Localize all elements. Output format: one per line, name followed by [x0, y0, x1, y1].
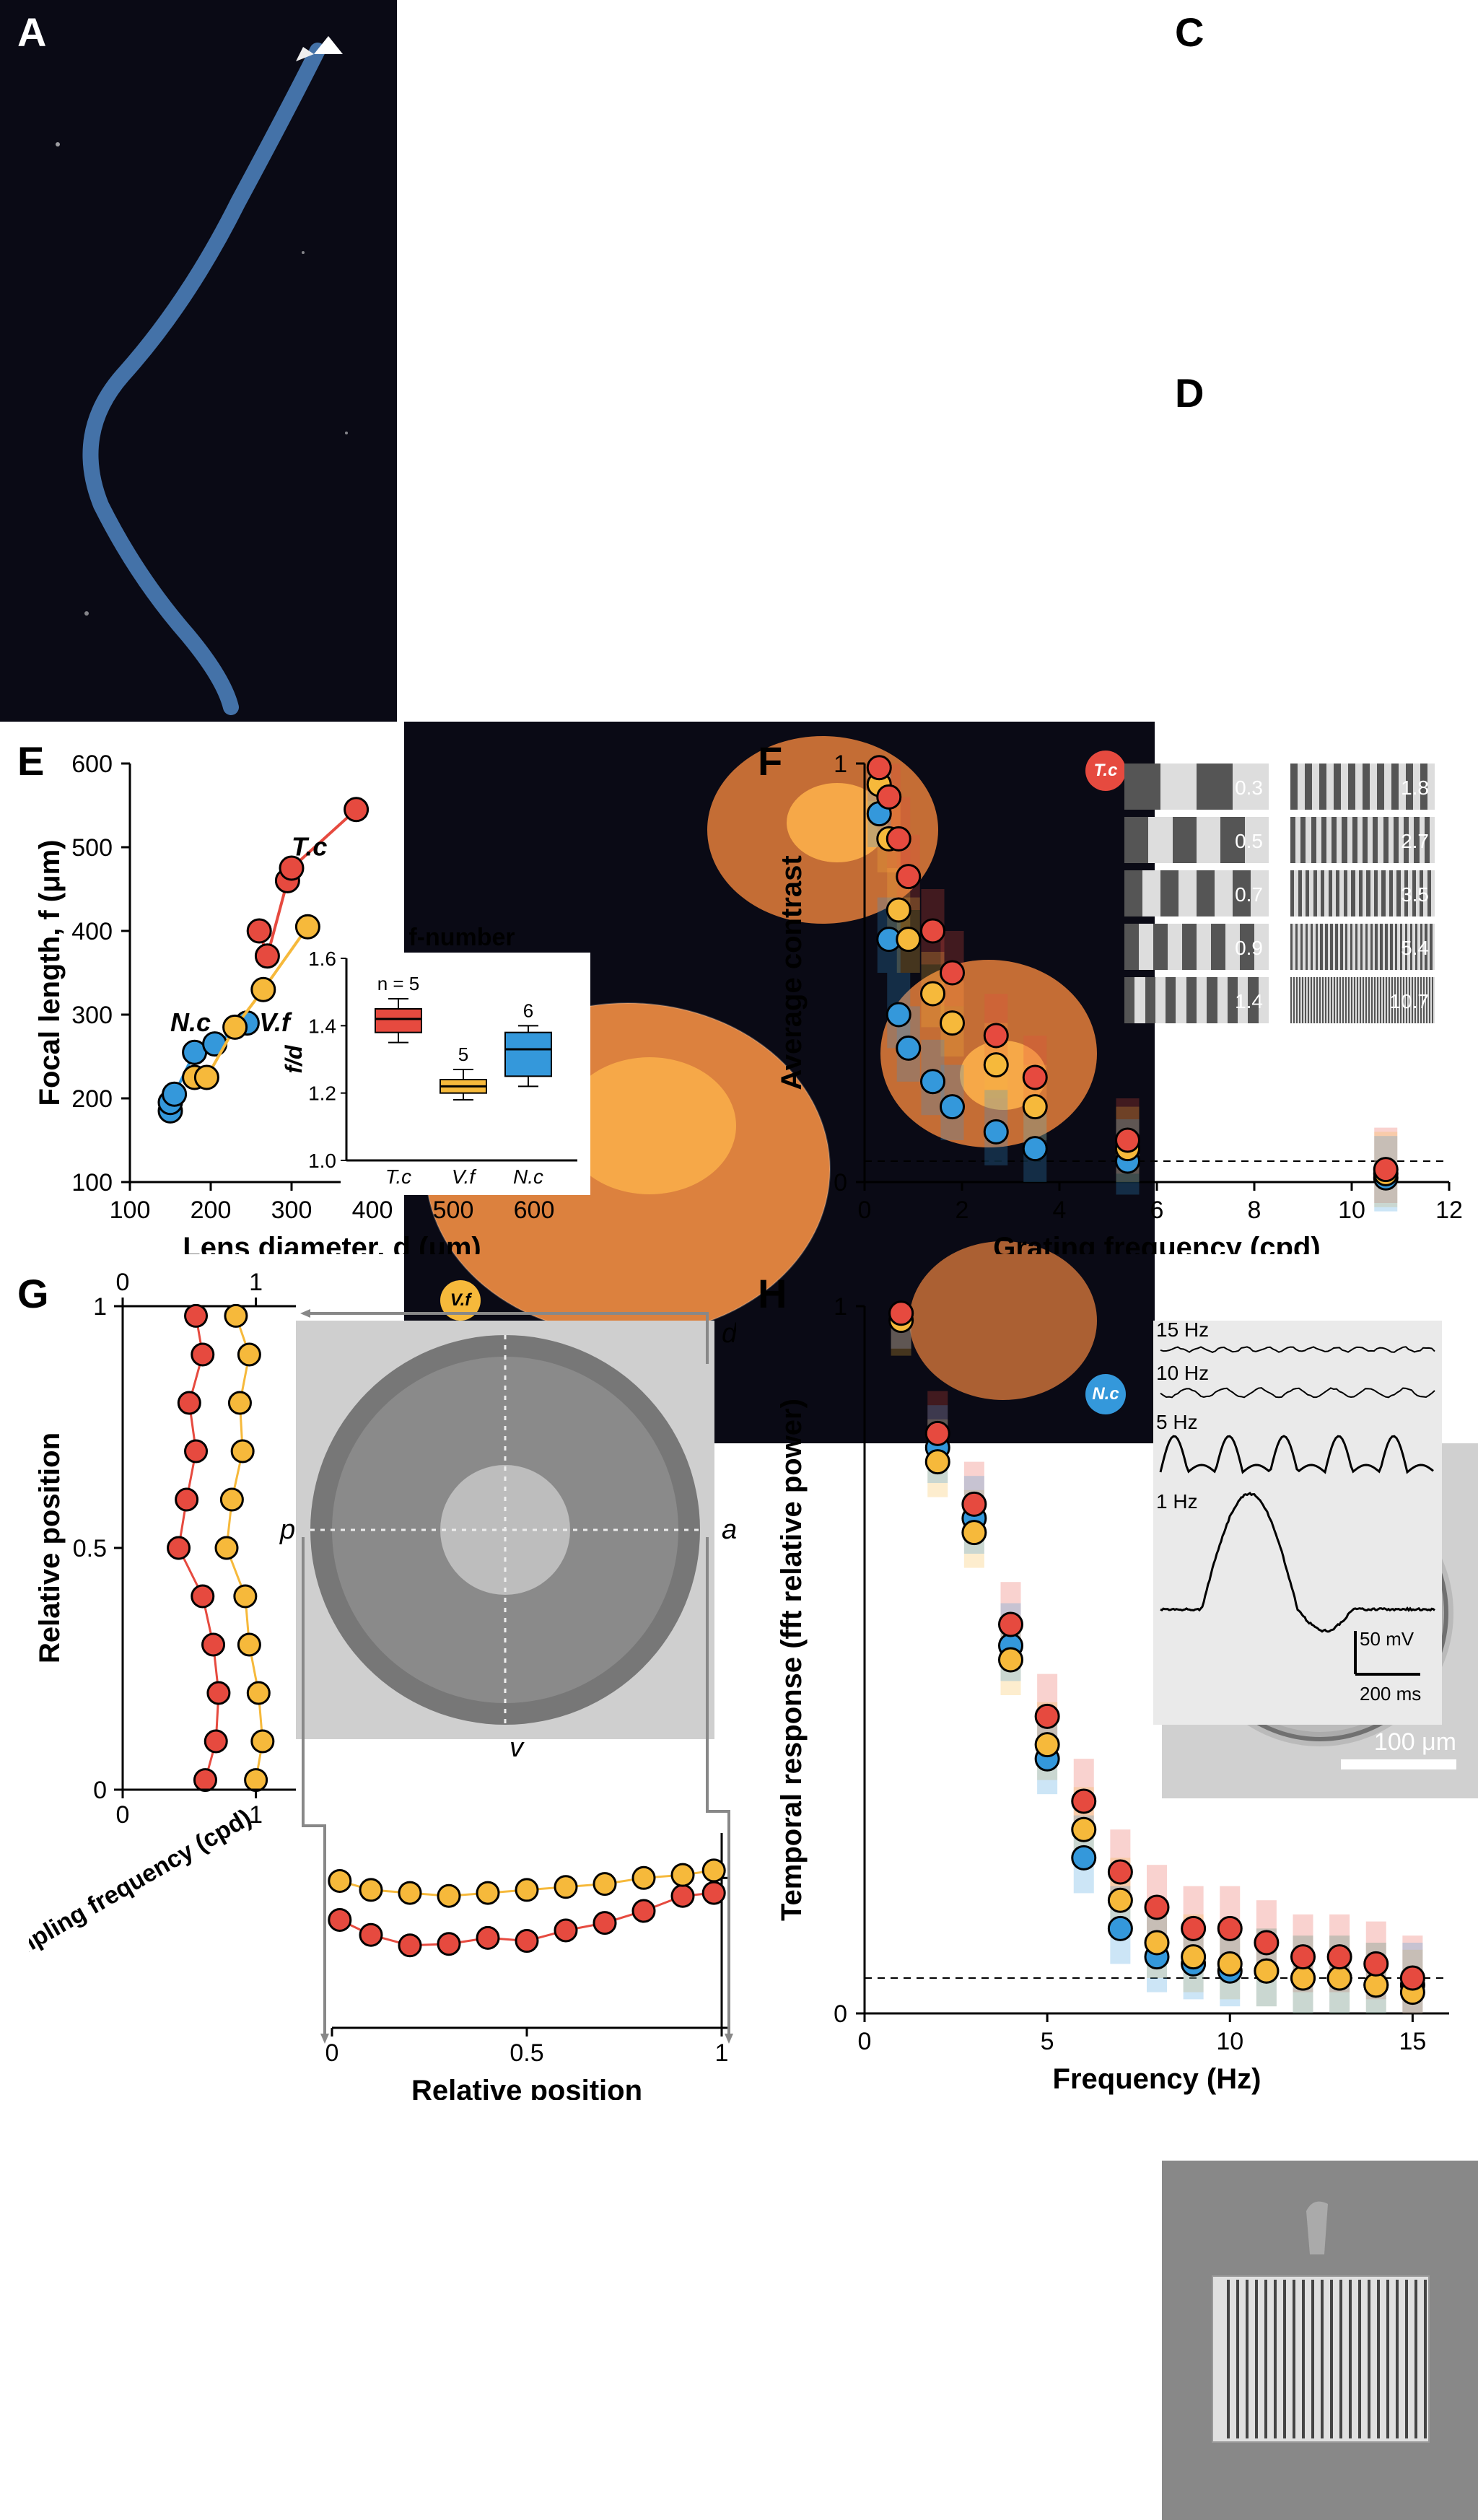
svg-text:15 Hz: 15 Hz — [1156, 1318, 1209, 1341]
svg-text:Grating frequency (cpd): Grating frequency (cpd) — [993, 1232, 1320, 1254]
svg-text:n = 5: n = 5 — [377, 973, 420, 994]
svg-text:1.6: 1.6 — [308, 948, 336, 970]
svg-text:1: 1 — [715, 2039, 729, 2067]
svg-text:5: 5 — [1041, 2028, 1054, 2055]
svg-text:0: 0 — [93, 1777, 107, 1804]
svg-text:1.0: 1.0 — [308, 1150, 336, 1172]
panel-label-f: F — [758, 738, 782, 784]
panel-f-chart: 0 2 4 6 8 10 12 0 1 Grating frequency (cpd) Averag… — [771, 735, 1478, 1254]
svg-text:0: 0 — [116, 1801, 130, 1829]
svg-text:Average contrast: Average contrast — [776, 855, 808, 1090]
svg-text:Focal length, f (μm): Focal length, f (μm) — [34, 840, 66, 1106]
svg-text:6: 6 — [1150, 1196, 1164, 1224]
svg-text:15: 15 — [1399, 2028, 1426, 2055]
svg-text:v: v — [510, 1733, 525, 1763]
svg-text:300: 300 — [271, 1196, 312, 1224]
svg-text:100: 100 — [71, 1169, 113, 1196]
panel-g-chart: 0100.51Relative positionSampling frequen… — [29, 1270, 736, 2100]
svg-text:0: 0 — [858, 2028, 872, 2055]
svg-text:f/d: f/d — [281, 1044, 307, 1074]
svg-text:N.c: N.c — [170, 1007, 211, 1037]
chart-h-svg: 0 5 10 15 0 1 Frequency (Hz) Temporal response … — [771, 1270, 1478, 2100]
svg-text:200: 200 — [71, 1085, 113, 1113]
svg-text:0: 0 — [834, 1169, 847, 1196]
svg-text:1: 1 — [834, 751, 847, 778]
svg-text:1: 1 — [249, 1270, 263, 1296]
svg-text:5 Hz: 5 Hz — [1156, 1411, 1198, 1433]
svg-text:8: 8 — [1248, 1196, 1261, 1224]
svg-text:12: 12 — [1435, 1196, 1463, 1224]
svg-text:0: 0 — [858, 1196, 872, 1224]
panel-h-chart: 0 5 10 15 0 1 Frequency (Hz) Temporal response … — [771, 1270, 1478, 2100]
panel-label-c: C — [1175, 9, 1204, 56]
svg-text:50 mV: 50 mV — [1360, 1628, 1414, 1650]
svg-text:Temporal response (fft relativ: Temporal response (fft relative power) — [776, 1399, 808, 1921]
svg-text:600: 600 — [71, 751, 113, 778]
figure-root: A B T.c V.f N.c 500 μm C — [0, 0, 1478, 2117]
svg-text:200: 200 — [191, 1196, 232, 1224]
svg-text:f-number: f-number — [408, 924, 515, 951]
svg-text:2: 2 — [956, 1196, 969, 1224]
svg-text:6: 6 — [523, 999, 533, 1021]
svg-text:400: 400 — [71, 918, 113, 945]
svg-text:600: 600 — [514, 1196, 555, 1224]
grating-focus-illustration — [1162, 2161, 1478, 2520]
svg-text:V.f: V.f — [259, 1007, 292, 1037]
svg-text:100: 100 — [110, 1196, 151, 1224]
svg-text:V.f: V.f — [452, 1165, 477, 1188]
svg-text:400: 400 — [352, 1196, 393, 1224]
panel-label-a: A — [17, 9, 46, 56]
svg-text:Relative position: Relative position — [411, 2075, 642, 2100]
panel-a-photo — [0, 0, 397, 722]
panel-e-chart: 100 200 300 400 500 600 100 200 300 400 500 600 Lens… — [29, 735, 736, 1254]
svg-text:p: p — [279, 1515, 295, 1545]
worm-illustration — [0, 0, 397, 722]
svg-text:N.c: N.c — [513, 1165, 543, 1188]
svg-text:10: 10 — [1216, 2028, 1243, 2055]
panel-label-b: B — [419, 9, 447, 56]
svg-text:0: 0 — [325, 2039, 339, 2067]
svg-text:a: a — [722, 1515, 736, 1545]
panel-label-d: D — [1175, 369, 1204, 416]
svg-text:0: 0 — [834, 2000, 847, 2028]
svg-text:0: 0 — [116, 1270, 130, 1296]
svg-text:Sampling frequency (cpd): Sampling frequency (cpd) — [29, 1804, 256, 1979]
svg-text:1 Hz: 1 Hz — [1156, 1490, 1198, 1513]
svg-text:4: 4 — [1053, 1196, 1067, 1224]
panel-label-g: G — [17, 1270, 49, 1317]
chart-g-svg: 0100.51Relative positionSampling frequen… — [29, 1270, 736, 2100]
svg-text:5: 5 — [458, 1044, 468, 1065]
svg-text:10 Hz: 10 Hz — [1156, 1362, 1209, 1384]
svg-text:T.c: T.c — [385, 1165, 411, 1188]
svg-text:Frequency (Hz): Frequency (Hz) — [1053, 2063, 1261, 2095]
svg-text:10: 10 — [1338, 1196, 1365, 1224]
svg-text:1: 1 — [834, 1293, 847, 1321]
svg-text:d: d — [722, 1318, 736, 1349]
panel-d-photo — [1162, 2161, 1478, 2520]
svg-text:300: 300 — [71, 1002, 113, 1029]
svg-text:Relative position: Relative position — [34, 1432, 66, 1663]
svg-text:1.2: 1.2 — [308, 1082, 336, 1105]
panel-label-h: H — [758, 1270, 787, 1317]
svg-text:0.5: 0.5 — [73, 1535, 107, 1562]
panel-label-e: E — [17, 738, 44, 784]
svg-text:0.5: 0.5 — [510, 2039, 543, 2067]
svg-text:1.4: 1.4 — [308, 1015, 336, 1037]
svg-text:T.c: T.c — [292, 832, 327, 862]
svg-text:1: 1 — [249, 1801, 263, 1829]
svg-text:Lens diameter, d (μm): Lens diameter, d (μm) — [183, 1232, 481, 1254]
svg-text:200 ms: 200 ms — [1360, 1683, 1421, 1705]
chart-e-svg: 100 200 300 400 500 600 100 200 300 400 500 600 Lens… — [29, 735, 736, 1254]
svg-text:500: 500 — [433, 1196, 474, 1224]
svg-text:1: 1 — [93, 1293, 107, 1321]
svg-text:500: 500 — [71, 834, 113, 862]
